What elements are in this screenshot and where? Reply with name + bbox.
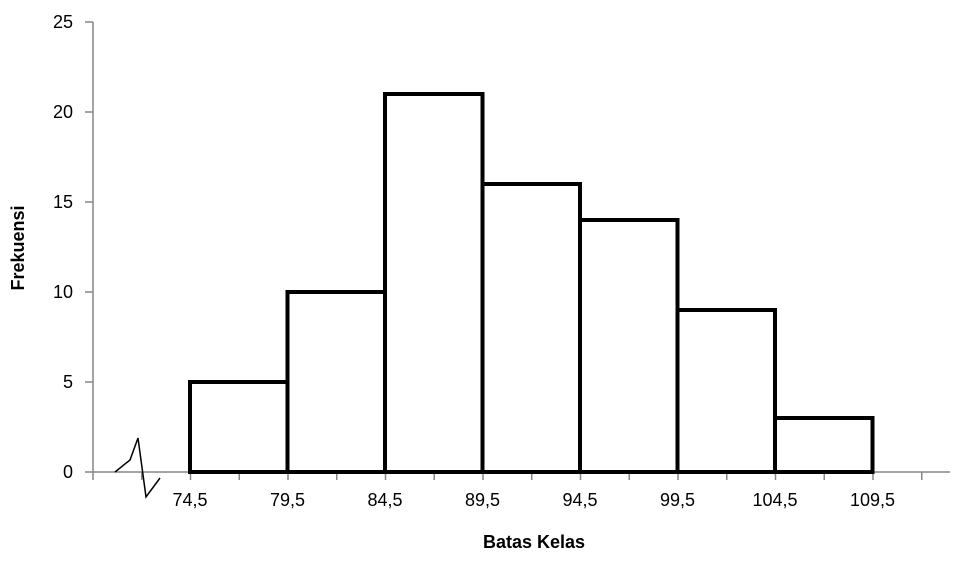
histogram-bar: [480, 182, 582, 474]
x-tick-label: 109,5: [850, 490, 895, 510]
x-tick-label: 99,5: [660, 490, 695, 510]
y-tick-label: 10: [53, 282, 73, 302]
y-tick-label: 15: [53, 192, 73, 212]
x-tick-label: 104,5: [752, 490, 797, 510]
histogram-bar: [773, 416, 875, 474]
histogram-bar: [578, 218, 680, 474]
histogram-bar: [188, 380, 290, 474]
x-tick-label: 94,5: [562, 490, 597, 510]
histogram-bar: [675, 308, 777, 474]
y-tick-label: 0: [63, 462, 73, 482]
y-tick-label: 25: [53, 12, 73, 32]
x-tick-label: 74,5: [172, 490, 207, 510]
histogram-bar: [285, 290, 387, 474]
x-tick-label: 89,5: [465, 490, 500, 510]
tick-labels: 0 5 10 15 20 25 74,5 79,5 84,5 89,5 94,5 99,5 104,5 1…: [53, 12, 895, 510]
histogram-bar: [383, 92, 485, 474]
bars: [188, 92, 875, 474]
y-tick-label: 20: [53, 102, 73, 122]
x-axis-title: Batas Kelas: [483, 532, 585, 552]
x-tick-label: 84,5: [367, 490, 402, 510]
axis-break-mark: [114, 437, 161, 499]
y-axis-title: Frekuensi: [8, 205, 28, 290]
y-tick-label: 5: [63, 372, 73, 392]
x-tick-label: 79,5: [270, 490, 305, 510]
